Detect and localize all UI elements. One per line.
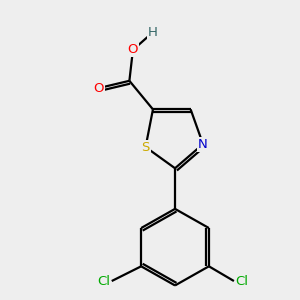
Text: O: O — [128, 44, 138, 56]
Text: N: N — [198, 138, 208, 151]
Text: O: O — [93, 82, 104, 95]
Text: Cl: Cl — [97, 274, 110, 287]
Text: Cl: Cl — [236, 274, 249, 287]
Text: H: H — [148, 26, 158, 39]
Text: S: S — [141, 141, 150, 154]
